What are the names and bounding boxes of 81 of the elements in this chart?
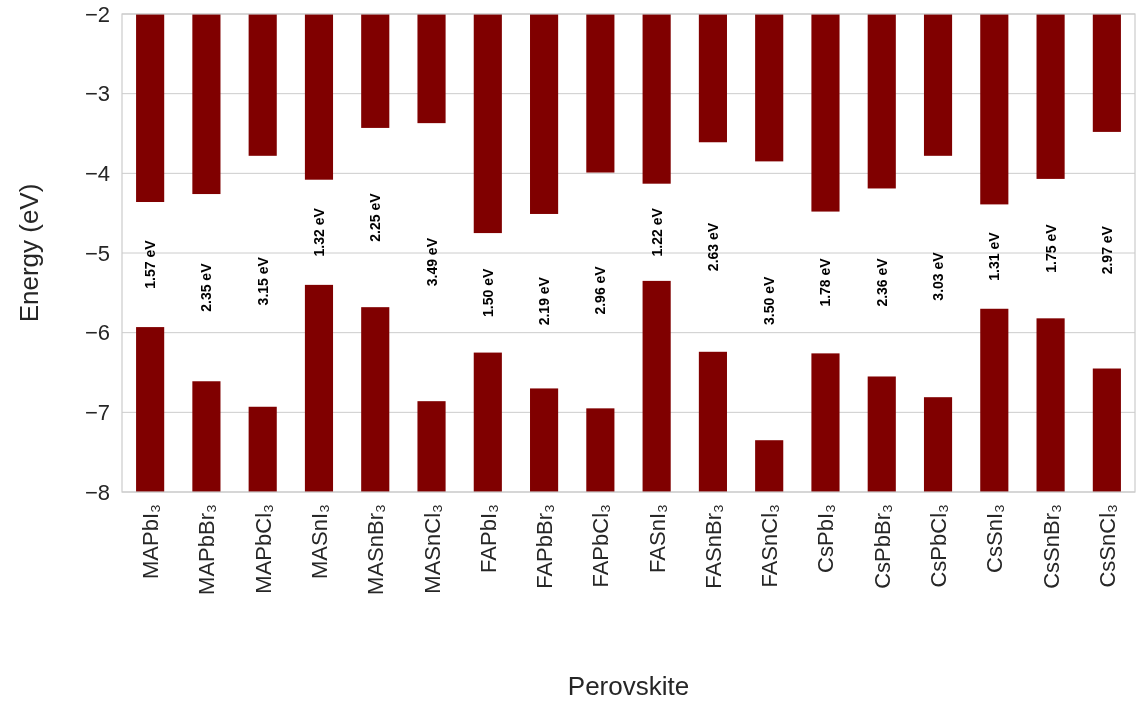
bar	[755, 440, 784, 492]
annotation: 1.78 eV	[817, 257, 834, 307]
y-tick-label: −6	[84, 320, 110, 346]
y-tick-label: −8	[84, 479, 110, 505]
y-tick-label: −4	[84, 161, 110, 187]
annotation: 1.50 eV	[479, 268, 496, 317]
bar	[586, 408, 615, 492]
bar	[473, 352, 502, 492]
bar	[698, 14, 727, 143]
bar	[192, 14, 221, 195]
x-tick-label: CsSnI₃	[982, 504, 1008, 573]
bar	[473, 14, 502, 234]
x-tick-label: MAPbI₃	[138, 504, 164, 579]
bar	[361, 307, 390, 492]
x-tick-label: CsSnBr₃	[1038, 504, 1064, 589]
annotation: 1.57 eV	[142, 239, 159, 289]
x-tick-label: CsPbCl₃	[926, 504, 952, 588]
x-tick-label: CsSnCl₃	[1094, 504, 1120, 588]
bar	[1092, 368, 1121, 492]
annotation: 1.75 eV	[1042, 223, 1059, 273]
bar	[530, 14, 559, 214]
y-tick-label: −2	[84, 1, 110, 27]
x-axis-title: Perovskite	[567, 671, 690, 701]
bar	[980, 308, 1009, 492]
y-axis-title: Energy (eV)	[14, 183, 44, 323]
bar	[642, 14, 671, 184]
annotation: 3.50 eV	[761, 276, 778, 325]
bar	[811, 14, 840, 212]
bar	[923, 14, 953, 156]
annotation: 2.97 eV	[1098, 225, 1115, 275]
x-tick-label: FAPbI₃	[475, 504, 501, 573]
annotation: 3.15 eV	[254, 256, 271, 306]
x-tick-label: MAPbBr₃	[194, 504, 220, 595]
bar	[755, 14, 784, 162]
x-tick-label: CsPbBr₃	[869, 504, 895, 589]
bar	[304, 14, 334, 180]
bar	[1092, 14, 1121, 132]
annotation: 2.25 eV	[367, 192, 384, 242]
x-tick-label: MASnBr₃	[363, 504, 389, 595]
annotation: 3.49 eV	[423, 237, 440, 287]
bar	[867, 376, 896, 492]
x-tick-label: FAPbBr₃	[532, 504, 558, 589]
bar	[248, 406, 277, 492]
x-tick-label: FASnBr₃	[700, 504, 726, 589]
annotation: 1.22 eV	[648, 207, 665, 257]
y-tick-label: −3	[84, 81, 110, 107]
bar	[417, 14, 446, 124]
bar	[136, 327, 165, 492]
x-tick-label: FASnCl₃	[757, 504, 783, 588]
bar	[1036, 14, 1065, 179]
y-tick-label: −5	[84, 240, 110, 266]
bar	[867, 14, 896, 189]
bar	[530, 388, 559, 492]
bar	[980, 14, 1009, 205]
annotation: 3.03 eV	[930, 251, 947, 301]
annotation: 2.36 eV	[873, 257, 890, 307]
bar	[923, 397, 953, 492]
bar	[192, 381, 221, 492]
annotation: 2.96 eV	[592, 265, 609, 315]
bar	[304, 284, 334, 492]
x-tick-label: MAPbCl₃	[250, 504, 276, 594]
bar	[417, 401, 446, 492]
x-tick-label: CsPbI₃	[813, 504, 839, 573]
annotation: 2.35 eV	[198, 262, 215, 312]
x-tick-label: MASnCl₃	[419, 504, 445, 594]
annotation: 2.19 eV	[536, 276, 553, 326]
bar	[361, 14, 390, 128]
x-tick-label: FAPbCl₃	[588, 504, 614, 588]
annotation: 1.32 eV	[310, 207, 327, 257]
x-tick-label: MASnI₃	[306, 504, 332, 579]
bar	[698, 351, 727, 492]
bar	[136, 14, 165, 203]
y-tick-label: −7	[84, 400, 110, 426]
bar	[248, 14, 277, 156]
bar	[811, 353, 840, 492]
annotation: 2.63 eV	[704, 222, 721, 272]
annotation: 1.31 eV	[986, 231, 1003, 281]
bar	[642, 280, 671, 492]
x-tick-label: FASnI₃	[644, 504, 670, 573]
bar	[586, 14, 615, 173]
bar	[1036, 318, 1065, 492]
